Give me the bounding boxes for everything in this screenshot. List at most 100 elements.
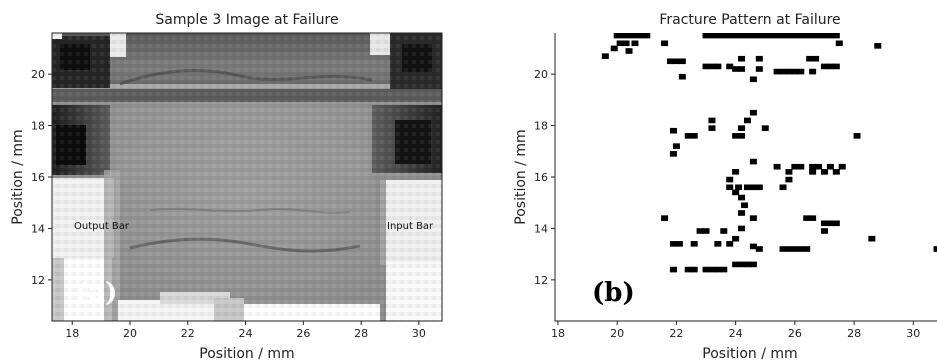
fracture-point	[815, 33, 823, 39]
fracture-point	[933, 246, 937, 252]
panel-b-xlabel: Position / mm	[702, 346, 797, 362]
fracture-point	[702, 33, 710, 39]
panel-b-xtick-label: 20	[610, 327, 624, 340]
fracture-point	[806, 55, 814, 62]
fracture-point	[797, 68, 805, 75]
fracture-point	[675, 241, 683, 247]
fracture-point	[803, 33, 811, 39]
panel-a-xtick-label: 26	[296, 327, 310, 340]
fracture-point	[622, 40, 630, 47]
fracture-point	[720, 228, 728, 234]
panel-b-ticks: 18 20 22 24 26 28 30 12 14 16 18 20	[534, 68, 920, 340]
fracture-point	[678, 58, 686, 65]
fracture-point	[672, 143, 680, 149]
fracture-point	[785, 33, 793, 39]
fracture-point	[732, 189, 740, 196]
fracture-point	[732, 235, 740, 242]
fracture-point	[749, 109, 757, 116]
panel-a-xtick-label: 24	[239, 327, 253, 340]
fracture-point	[832, 169, 840, 175]
fracture-point	[809, 169, 817, 175]
fracture-point	[708, 63, 716, 70]
fracture-point	[690, 241, 698, 247]
fracture-point	[820, 220, 828, 227]
fracture-point	[708, 117, 716, 124]
fracture-point	[826, 63, 834, 70]
fracture-point	[672, 58, 680, 65]
fracture-point	[749, 33, 757, 39]
fracture-point	[661, 215, 669, 221]
fracture-point	[791, 33, 799, 39]
panel-b-frame	[554, 33, 937, 322]
panel-a-title: Sample 3 Image at Failure	[155, 12, 338, 28]
fracture-point	[826, 33, 834, 39]
fracture-point	[613, 33, 621, 39]
fracture-point	[714, 63, 722, 70]
fracture-point	[791, 246, 799, 252]
fracture-point	[726, 176, 734, 183]
fracture-point	[669, 151, 677, 157]
fracture-point	[797, 246, 805, 252]
fracture-point	[738, 33, 746, 39]
fracture-point	[791, 163, 799, 170]
panel-b-xtick-label: 22	[669, 327, 683, 340]
fracture-point	[743, 184, 751, 191]
fracture-point	[738, 261, 746, 268]
fracture-point	[669, 127, 677, 134]
panel-a-ytick-label: 14	[31, 222, 45, 235]
fracture-point	[809, 215, 817, 221]
fracture-point	[773, 163, 781, 170]
fracture-point	[708, 125, 716, 131]
fracture-point	[803, 246, 811, 252]
fracture-point	[820, 169, 828, 175]
fracture-point	[702, 266, 710, 273]
fracture-point	[773, 68, 781, 75]
fracture-point	[743, 33, 751, 39]
fracture-point	[785, 176, 793, 183]
fracture-point	[732, 33, 740, 39]
fracture-point	[726, 184, 734, 191]
fracture-point	[708, 33, 716, 39]
fracture-point	[797, 163, 805, 170]
panel-a-ytick-label: 20	[31, 68, 45, 81]
output-bar-label: Output Bar	[74, 221, 130, 232]
fracture-point	[684, 266, 692, 273]
fracture-point	[761, 33, 769, 39]
fracture-point	[625, 48, 633, 54]
fracture-point	[797, 33, 805, 39]
fracture-point	[803, 215, 811, 221]
fracture-point	[785, 68, 793, 75]
fracture-point	[738, 194, 746, 201]
fracture-point	[785, 169, 793, 175]
fracture-point	[690, 266, 698, 273]
fracture-point	[853, 133, 861, 139]
fracture-point	[835, 40, 843, 47]
fracture-point	[610, 45, 618, 52]
fracture-point	[743, 261, 751, 268]
fracture-point	[702, 228, 710, 234]
fracture-point	[755, 246, 763, 252]
fracture-point	[738, 66, 746, 72]
panel-b-xtick-label: 26	[788, 327, 802, 340]
fracture-point	[741, 202, 749, 209]
fracture-point	[666, 58, 674, 65]
panel-b-xtick-label: 24	[729, 327, 743, 340]
fracture-point	[726, 33, 734, 39]
fracture-point	[619, 33, 627, 39]
fracture-point	[684, 133, 692, 139]
fracture-point	[749, 184, 757, 191]
panel-b-ytick-label: 18	[534, 120, 548, 133]
fracture-point	[815, 163, 823, 170]
panel-b-points	[601, 33, 937, 273]
fracture-point	[637, 33, 645, 39]
panel-b-ylabel: Position / mm	[513, 129, 529, 224]
panel-b-background	[555, 33, 937, 321]
fracture-point	[749, 261, 757, 268]
fracture-point	[779, 33, 787, 39]
fracture-point	[755, 66, 763, 72]
panel-b-title: Fracture Pattern at Failure	[659, 12, 840, 28]
fracture-point	[696, 228, 704, 234]
panel-a: Sample 3 Image at Failure	[10, 12, 443, 362]
fracture-point	[726, 63, 734, 70]
fracture-point	[661, 40, 669, 47]
